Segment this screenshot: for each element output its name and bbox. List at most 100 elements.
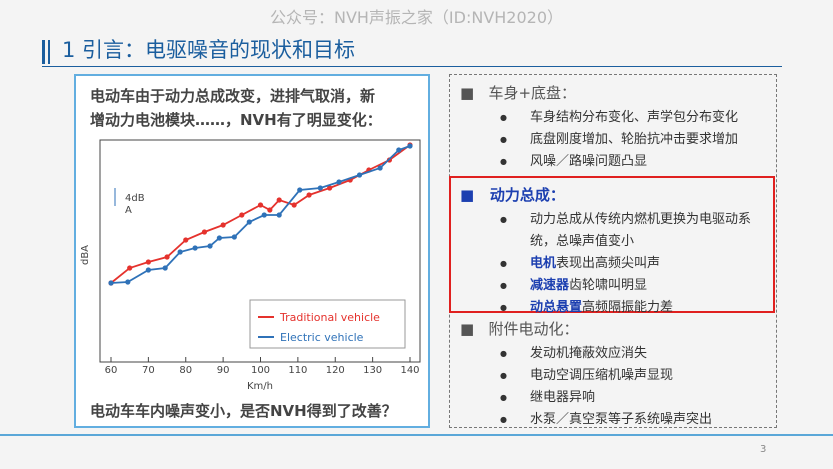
point xyxy=(220,222,226,228)
point xyxy=(125,279,131,285)
x-tick-label: 70 xyxy=(142,365,155,376)
point xyxy=(276,197,282,203)
point xyxy=(231,234,237,240)
bullet-item: ● 动总悬置高频隔振能力差 xyxy=(460,297,770,319)
bullet-item: ● 电机表现出高频尖叫声 xyxy=(460,253,770,275)
item-body: 动力总成从传统内燃机更换为电驱动系统，总噪声值变小 xyxy=(530,212,752,249)
section: ■ 车身+底盘： ● 车身结构分布变化、声学包分布变化 ● 底盘刚度增加、轮胎抗冲击要求… xyxy=(460,82,770,173)
point xyxy=(267,207,273,213)
point xyxy=(396,147,402,153)
item-text: 水泵／真空泵等子系统噪声突出 xyxy=(530,409,712,431)
bullet-item: ● 车身结构分布变化、声学包分布变化 xyxy=(460,107,770,129)
bullet-item: ● 动力总成从传统内燃机更换为电驱动系统，总噪声值变小 xyxy=(460,209,770,253)
item-body: 发动机掩蔽效应消失 xyxy=(530,346,648,361)
item-body: 高频隔振能力差 xyxy=(582,300,674,315)
x-tick-label: 110 xyxy=(288,365,307,376)
bullet-item: ● 底盘刚度增加、轮胎抗冲击要求增加 xyxy=(460,129,770,151)
heading-text: 车身+底盘： xyxy=(488,84,577,102)
section-heading: ■ 附件电动化： xyxy=(460,320,579,338)
title-bar xyxy=(48,40,50,64)
legend-label: Electric vehicle xyxy=(280,331,364,344)
item-text: 动力总成从传统内燃机更换为电驱动系统，总噪声值变小 xyxy=(530,209,770,253)
point xyxy=(377,165,383,171)
conclusion: 电动车车内噪声变小，是否NVH得到了改善？ xyxy=(90,402,397,420)
highlight-box xyxy=(449,176,775,313)
x-axis-label: Km/h xyxy=(247,381,273,392)
point xyxy=(207,243,213,249)
intro-line: 电动车由于动力总成改变，进排气取消，新 xyxy=(90,87,376,105)
item-text: 车身结构分布变化、声学包分布变化 xyxy=(530,107,738,129)
x-tick-label: 90 xyxy=(217,365,230,376)
point xyxy=(108,280,114,286)
slide-title: 1 引言：电驱噪音的现状和目标 xyxy=(62,38,356,62)
item-body: 风噪／路噪问题凸显 xyxy=(530,154,648,169)
point xyxy=(177,249,183,255)
point xyxy=(183,237,189,243)
section-heading: ■ 动力总成： xyxy=(460,186,565,204)
bullet-item: ● 电动空调压缩机噪声显现 xyxy=(460,365,770,387)
x-tick-label: 140 xyxy=(400,365,419,376)
item-text: 风噪／路噪问题凸显 xyxy=(530,151,647,173)
point xyxy=(317,185,323,191)
item-body: 水泵／真空泵等子系统噪声突出 xyxy=(530,412,713,427)
item-key: 动总悬置 xyxy=(530,300,583,315)
intro-line: 增动力电池模块……，NVH有了明显变化： xyxy=(90,111,382,129)
point xyxy=(127,265,133,271)
point xyxy=(145,259,151,265)
page-number: 3 xyxy=(760,444,767,455)
bullet-item: ● 水泵／真空泵等子系统噪声突出 xyxy=(460,409,770,431)
point xyxy=(297,187,303,193)
bullet-item: ● 减速器齿轮啸叫明显 xyxy=(460,275,770,297)
chart: dBA Km/h 4dB A 60 70 80 90 100 110 120 130 140 T… xyxy=(80,139,421,392)
series-line xyxy=(110,144,411,284)
heading-text: 附件电动化： xyxy=(488,320,579,338)
item-body: 车身结构分布变化、声学包分布变化 xyxy=(530,110,739,125)
title-rule xyxy=(42,66,782,67)
legend-label: Traditional vehicle xyxy=(279,311,380,324)
item-body: 齿轮啸叫明显 xyxy=(569,278,648,293)
y-axis-label: dBA xyxy=(80,245,91,265)
point xyxy=(239,212,245,218)
x-tick-label: 100 xyxy=(251,365,270,376)
item-body: 电动空调压缩机噪声显现 xyxy=(530,368,674,383)
point xyxy=(246,219,252,225)
annotation: A xyxy=(125,205,132,216)
bullet-item: ● 发动机掩蔽效应消失 xyxy=(460,343,770,365)
x-tick-label: 120 xyxy=(326,365,345,376)
point xyxy=(276,212,282,218)
point xyxy=(162,265,168,271)
point xyxy=(164,254,170,260)
bullet-item: ● 继电器异响 xyxy=(460,387,770,409)
item-text: 底盘刚度增加、轮胎抗冲击要求增加 xyxy=(530,129,738,151)
section-heading: ■ 车身+底盘： xyxy=(460,84,577,102)
point xyxy=(407,143,413,149)
watermark: 公众号：NVH声振之家（ID:NVH2020） xyxy=(269,8,564,27)
point xyxy=(291,202,297,208)
item-key: 电机 xyxy=(530,256,557,271)
point xyxy=(192,245,198,251)
item-text: 减速器齿轮啸叫明显 xyxy=(530,275,647,297)
legend xyxy=(249,299,406,349)
item-body: 底盘刚度增加、轮胎抗冲击要求增加 xyxy=(530,132,739,147)
point xyxy=(356,172,363,178)
annotation: 4dB xyxy=(125,193,145,204)
point xyxy=(306,192,312,198)
point xyxy=(336,179,342,185)
point xyxy=(216,235,222,241)
point xyxy=(145,267,151,273)
title-bar xyxy=(42,40,45,64)
item-body: 继电器异响 xyxy=(530,390,596,405)
x-tick-label: 80 xyxy=(179,365,192,376)
point xyxy=(257,202,264,208)
intro: 电动车由于动力总成改变，进排气取消，新 增动力电池模块……，NVH有了明显变化： xyxy=(90,84,382,132)
point xyxy=(201,229,208,235)
item-body: 表现出高频尖叫声 xyxy=(556,256,661,271)
item-text: 继电器异响 xyxy=(530,387,595,409)
section: ■ 动力总成： ● 动力总成从传统内燃机更换为电驱动系统，总噪声值变小 ● 电机表现出高… xyxy=(460,184,770,319)
bullet-item: ● 风噪／路噪问题凸显 xyxy=(460,151,770,173)
x-tick-label: 60 xyxy=(105,365,118,376)
item-text: 发动机掩蔽效应消失 xyxy=(530,343,647,365)
item-text: 电动空调压缩机噪声显现 xyxy=(530,365,673,387)
point xyxy=(327,185,333,191)
